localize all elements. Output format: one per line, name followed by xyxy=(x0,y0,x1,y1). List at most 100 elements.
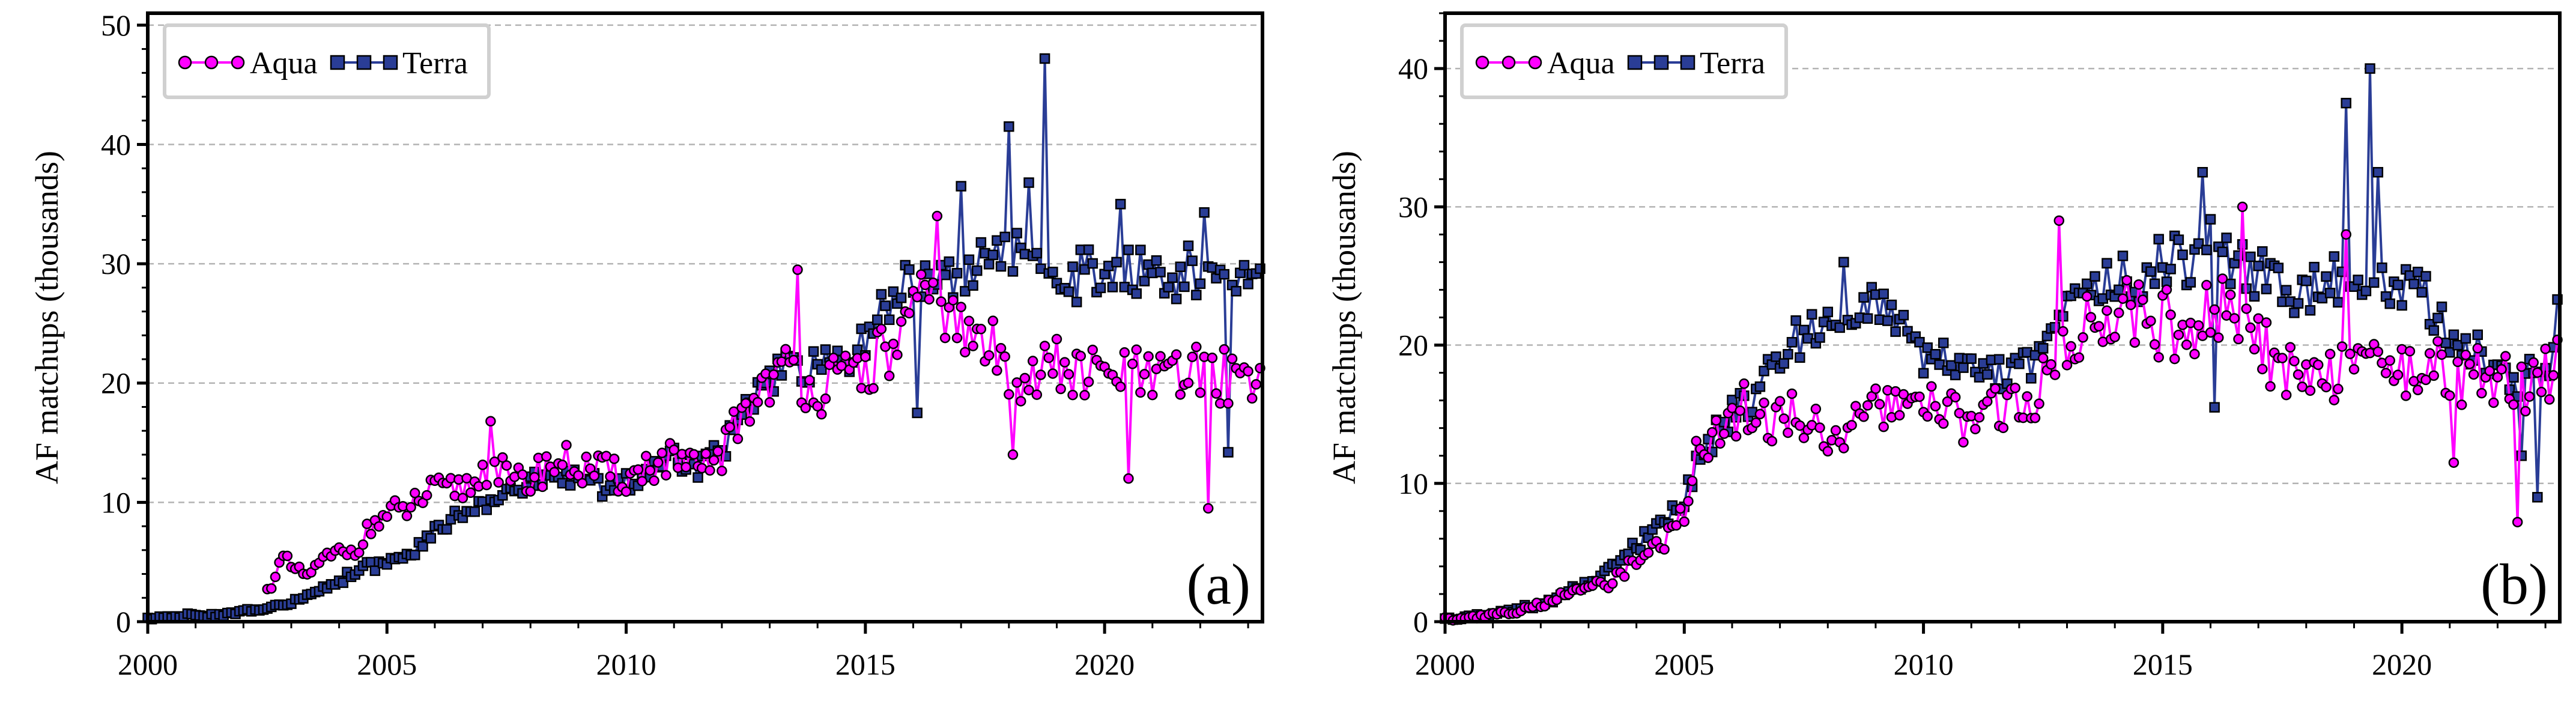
data-point-aqua xyxy=(668,444,679,455)
data-point-aqua xyxy=(2281,389,2292,401)
data-point-aqua xyxy=(2137,294,2148,305)
data-point-terra xyxy=(1171,293,1182,305)
data-point-aqua xyxy=(700,448,712,460)
data-point-aqua xyxy=(876,323,887,335)
data-point-aqua xyxy=(2312,359,2324,371)
data-point-terra xyxy=(1151,255,1162,266)
data-point-aqua xyxy=(1175,389,1186,400)
data-point-terra xyxy=(912,407,923,419)
legend-marker-aqua xyxy=(178,55,192,70)
data-point-aqua xyxy=(2161,284,2172,296)
data-point-terra xyxy=(441,524,452,535)
data-point-aqua xyxy=(1711,415,1722,426)
data-point-aqua xyxy=(939,332,951,344)
data-point-aqua xyxy=(1087,344,1098,356)
data-point-aqua xyxy=(1131,344,1142,355)
data-point-aqua xyxy=(2488,397,2499,408)
legend-item-aqua-b: Aqua xyxy=(1475,46,1615,80)
data-point-aqua xyxy=(656,447,668,458)
data-point-aqua xyxy=(2125,299,2136,311)
data-point-terra xyxy=(1806,309,1817,320)
data-point-aqua xyxy=(975,324,987,335)
data-point-aqua xyxy=(537,481,548,493)
data-point-aqua xyxy=(812,401,823,412)
x-tick-label: 2015 xyxy=(2133,648,2193,681)
data-point-terra xyxy=(1814,332,1825,343)
data-point-aqua xyxy=(1778,413,1789,424)
data-point-aqua xyxy=(1643,547,1654,558)
data-point-aqua xyxy=(2029,413,2041,423)
data-point-terra xyxy=(2329,251,2340,262)
data-point-aqua xyxy=(1679,516,1690,527)
data-point-aqua xyxy=(1814,422,1825,433)
data-point-terra xyxy=(1786,337,1798,348)
data-point-terra xyxy=(1155,267,1166,278)
legend-item-terra-a: Terra xyxy=(330,46,468,80)
data-point-aqua xyxy=(999,351,1010,362)
data-point-terra xyxy=(1914,336,1925,348)
data-point-terra xyxy=(2309,261,2320,273)
data-point-terra xyxy=(2149,278,2160,290)
data-point-aqua xyxy=(2476,387,2487,399)
data-point-terra xyxy=(1938,338,1949,348)
legend-a: Aqua Terra xyxy=(163,23,491,99)
data-point-aqua xyxy=(2081,291,2093,302)
data-point-terra xyxy=(1131,288,1142,299)
legend-box-a xyxy=(163,23,491,99)
data-point-aqua xyxy=(732,433,744,444)
data-point-aqua xyxy=(983,350,995,361)
data-point-terra xyxy=(1759,365,1769,377)
data-point-aqua xyxy=(2277,353,2288,363)
data-point-terra xyxy=(987,249,999,261)
data-point-aqua xyxy=(1607,578,1618,589)
data-point-aqua xyxy=(1063,369,1074,380)
data-point-aqua xyxy=(768,369,779,380)
data-point-aqua xyxy=(956,302,966,312)
plot-frame-b xyxy=(1443,11,2562,623)
data-point-aqua xyxy=(2380,368,2392,378)
data-point-aqua xyxy=(589,470,600,481)
data-point-terra xyxy=(2333,297,2344,308)
data-point-aqua xyxy=(2460,350,2471,360)
x-tick-label: 2020 xyxy=(2372,648,2432,681)
data-point-aqua xyxy=(1774,396,1786,407)
data-point-aqua xyxy=(2022,391,2032,402)
data-point-aqua xyxy=(924,294,935,305)
data-point-terra xyxy=(1011,228,1022,238)
data-point-terra xyxy=(2305,305,2316,316)
data-point-aqua xyxy=(365,529,377,539)
x-ticks-b: 2000 2005 2010 2015 2020 xyxy=(1415,622,2547,681)
data-point-aqua xyxy=(2448,457,2459,468)
data-point-terra xyxy=(2193,238,2204,249)
data-point-terra xyxy=(1918,368,1929,379)
data-point-terra xyxy=(2253,260,2264,272)
data-point-aqua xyxy=(705,465,715,476)
legend-marker-terra xyxy=(1627,55,1643,70)
data-point-aqua xyxy=(2548,370,2559,381)
data-point-aqua xyxy=(1878,421,1889,432)
data-point-aqua xyxy=(1004,389,1014,400)
grid-lines-b xyxy=(1445,67,2560,485)
data-point-aqua xyxy=(2225,289,2236,300)
data-point-aqua xyxy=(1858,411,1869,422)
data-point-terra xyxy=(1167,272,1178,284)
data-point-aqua xyxy=(1870,383,1881,394)
data-point-aqua xyxy=(1123,473,1134,484)
data-point-terra xyxy=(1195,278,1206,290)
data-point-terra xyxy=(1083,244,1094,255)
data-point-aqua xyxy=(1007,449,1019,460)
data-point-aqua xyxy=(1202,503,1214,514)
data-point-aqua xyxy=(2065,341,2076,352)
data-point-aqua xyxy=(649,475,659,487)
data-point-aqua xyxy=(708,455,720,466)
data-point-aqua xyxy=(1119,347,1130,358)
data-point-terra xyxy=(971,265,983,276)
data-point-terra xyxy=(2197,167,2208,178)
data-point-aqua xyxy=(2321,381,2332,393)
data-point-terra xyxy=(1135,244,1146,255)
data-point-terra xyxy=(888,286,899,297)
data-point-aqua xyxy=(995,343,1007,354)
data-point-aqua xyxy=(912,291,923,303)
data-point-aqua xyxy=(1207,353,1218,363)
data-point-aqua xyxy=(1982,396,1993,407)
